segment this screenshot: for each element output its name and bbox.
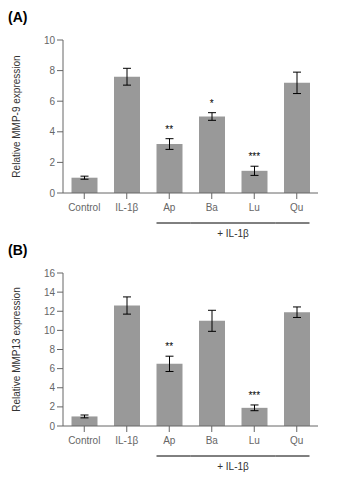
svg-text:*: * <box>210 98 214 109</box>
svg-text:Qu: Qu <box>290 202 303 213</box>
svg-text:4: 4 <box>49 126 55 137</box>
svg-text:Qu: Qu <box>290 435 303 446</box>
svg-text:IL-1β: IL-1β <box>115 202 138 213</box>
svg-text:***: *** <box>248 151 260 162</box>
svg-text:10: 10 <box>44 35 56 46</box>
svg-text:0: 0 <box>49 188 55 199</box>
svg-text:**: ** <box>165 341 173 352</box>
svg-text:+ IL-1β: + IL-1β <box>217 228 249 239</box>
svg-text:IL-1β: IL-1β <box>115 435 138 446</box>
svg-text:0: 0 <box>49 421 55 432</box>
svg-text:2: 2 <box>49 401 55 412</box>
svg-text:Ba: Ba <box>206 435 219 446</box>
svg-text:14: 14 <box>44 287 56 298</box>
svg-text:Control: Control <box>68 435 100 446</box>
svg-text:6: 6 <box>49 96 55 107</box>
svg-text:8: 8 <box>49 344 55 355</box>
svg-text:8: 8 <box>49 65 55 76</box>
svg-text:***: *** <box>248 390 260 401</box>
svg-text:**: ** <box>165 124 173 135</box>
svg-text:16: 16 <box>44 268 56 279</box>
svg-text:Control: Control <box>68 202 100 213</box>
svg-text:Relative MMP13 expression: Relative MMP13 expression <box>11 287 22 412</box>
svg-text:Ba: Ba <box>206 202 219 213</box>
svg-text:+ IL-1β: + IL-1β <box>217 461 249 472</box>
svg-text:2: 2 <box>49 157 55 168</box>
svg-text:Lu: Lu <box>249 435 260 446</box>
html-text:(A): (A) <box>8 9 28 25</box>
svg-text:10: 10 <box>44 325 56 336</box>
html-text:(B): (B) <box>8 242 28 258</box>
svg-text:Lu: Lu <box>249 202 260 213</box>
svg-text:Ap: Ap <box>163 202 176 213</box>
svg-text:6: 6 <box>49 363 55 374</box>
svg-text:4: 4 <box>49 382 55 393</box>
svg-text:Relative MMP-9 expression: Relative MMP-9 expression <box>11 55 22 177</box>
svg-text:Ap: Ap <box>163 435 176 446</box>
svg-text:12: 12 <box>44 306 56 317</box>
